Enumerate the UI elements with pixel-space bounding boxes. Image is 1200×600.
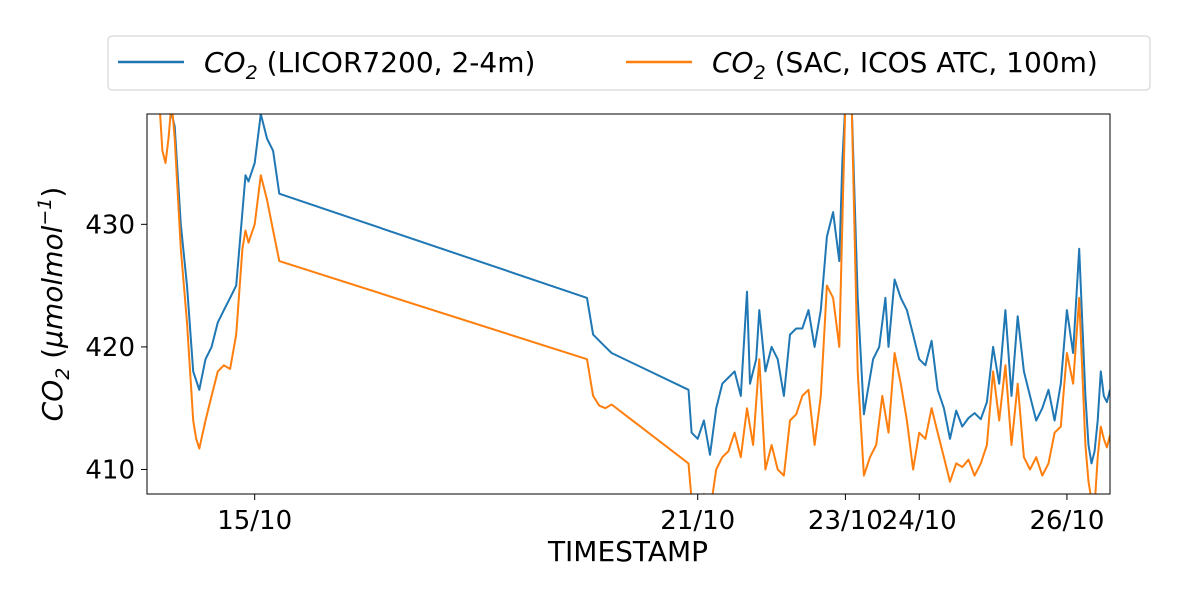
x-tick-label-1: 21/10 <box>660 506 735 536</box>
series-line-1 <box>159 114 1110 494</box>
series-layer <box>159 114 1110 494</box>
x-axis-title: TIMESTAMP <box>547 535 708 568</box>
y-axis-title: CO2 (μmolmol−1) <box>34 187 74 422</box>
legend: CO2 (LICOR7200, 2-4m) CO2 (SAC, ICOS ATC… <box>107 35 1151 91</box>
x-tick-label-0: 15/10 <box>217 506 292 536</box>
x-tick-label-4: 26/10 <box>1029 506 1104 536</box>
legend-label-licor: CO2 (LICOR7200, 2-4m) <box>204 46 535 84</box>
x-tick-label-3: 24/10 <box>882 506 957 536</box>
y-tick-label-0: 410 <box>85 455 135 485</box>
y-tick-label-1: 420 <box>85 333 135 363</box>
series-line-0 <box>170 114 1110 465</box>
x-tick-label-2: 23/10 <box>808 506 883 536</box>
legend-label-sac: CO2 (SAC, ICOS ATC, 100m) <box>712 46 1098 84</box>
y-tick-label-2: 430 <box>85 210 135 240</box>
plot-frame <box>146 113 1111 495</box>
